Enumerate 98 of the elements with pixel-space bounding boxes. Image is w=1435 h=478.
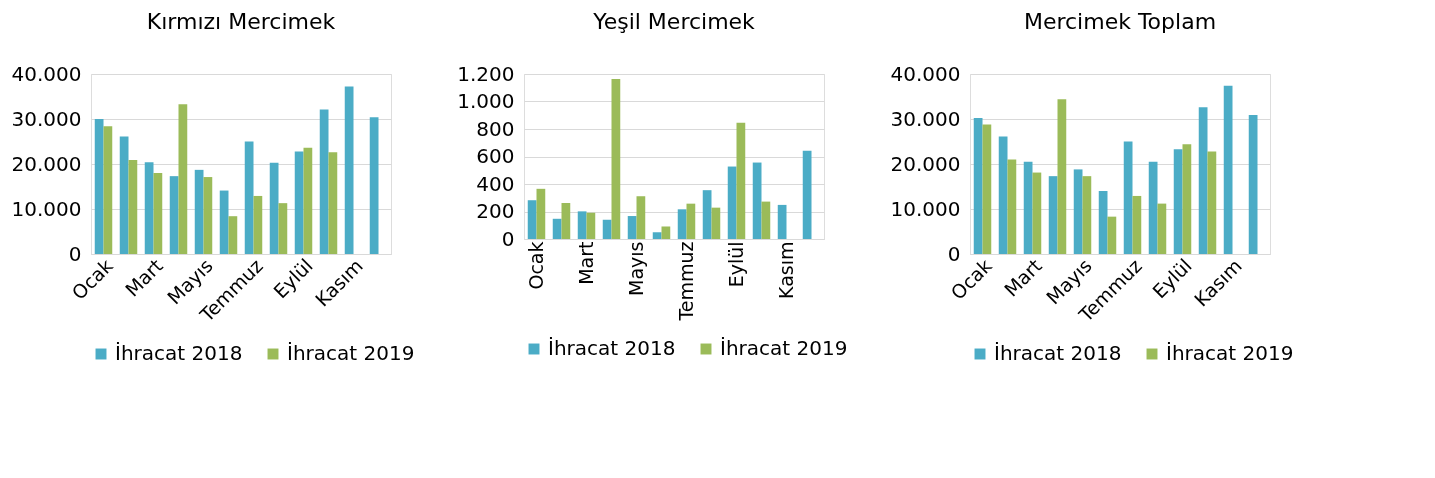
bar bbox=[561, 202, 571, 239]
bar bbox=[602, 219, 612, 239]
bar bbox=[1148, 161, 1158, 254]
bar bbox=[194, 169, 204, 254]
bar bbox=[727, 166, 737, 239]
y-tick-label: 20.000 bbox=[890, 151, 961, 176]
legend-label: İhracat 2019 bbox=[1166, 341, 1294, 365]
y-tick-label: 30.000 bbox=[11, 106, 82, 131]
y-tick-label: 30.000 bbox=[890, 106, 961, 131]
bar bbox=[319, 109, 329, 254]
y-tick-label: 0 bbox=[501, 226, 515, 251]
bar bbox=[1182, 144, 1192, 254]
bar bbox=[998, 136, 1008, 254]
bar bbox=[244, 141, 254, 254]
bar bbox=[303, 147, 313, 254]
y-tick-label: 800 bbox=[476, 116, 515, 141]
bar bbox=[153, 173, 163, 254]
y-tick-label: 20.000 bbox=[11, 151, 82, 176]
y-tick-label: 10.000 bbox=[890, 196, 961, 221]
bar bbox=[1107, 216, 1117, 254]
bar bbox=[1132, 195, 1142, 254]
bar bbox=[777, 204, 787, 239]
bar bbox=[128, 159, 138, 254]
bar bbox=[973, 118, 983, 254]
y-tick-label: 1.000 bbox=[457, 89, 515, 113]
bar bbox=[228, 216, 238, 254]
bar bbox=[178, 104, 188, 254]
bar bbox=[144, 162, 154, 254]
legend-label: İhracat 2018 bbox=[548, 336, 676, 360]
y-tick-label: 10.000 bbox=[11, 196, 82, 221]
y-tick-label: 400 bbox=[476, 171, 515, 196]
chart-title: Yeşil Mercimek bbox=[592, 9, 756, 34]
bar bbox=[536, 188, 546, 239]
bar bbox=[752, 162, 762, 239]
bar bbox=[702, 190, 712, 239]
bar bbox=[982, 124, 992, 254]
x-tick-label: Mart bbox=[574, 241, 597, 285]
y-tick-label: 200 bbox=[476, 199, 515, 223]
bar bbox=[1198, 107, 1208, 254]
bar bbox=[552, 218, 562, 239]
chart-title: Mercimek Toplam bbox=[1023, 9, 1217, 34]
chart-title: Kırmızı Mercimek bbox=[146, 9, 336, 34]
y-tick-label: 0 bbox=[947, 241, 961, 266]
bar bbox=[94, 119, 104, 254]
bar bbox=[294, 151, 304, 254]
bar bbox=[1023, 161, 1033, 254]
bar bbox=[577, 211, 587, 239]
bar bbox=[103, 126, 113, 254]
bar bbox=[686, 203, 696, 239]
bar bbox=[253, 195, 263, 254]
bar bbox=[586, 212, 596, 239]
bar bbox=[1248, 114, 1258, 254]
legend-label: İhracat 2018 bbox=[994, 341, 1122, 365]
bar bbox=[711, 207, 721, 239]
bar bbox=[636, 196, 646, 239]
y-tick-label: 40.000 bbox=[890, 61, 961, 86]
y-tick-label: 1.200 bbox=[457, 61, 515, 86]
bar bbox=[1057, 99, 1067, 254]
x-tick-label: Temmuz bbox=[674, 241, 697, 322]
bar bbox=[1032, 172, 1042, 254]
bar bbox=[1123, 141, 1133, 254]
x-tick-label: Ocak bbox=[524, 241, 547, 290]
bar bbox=[1173, 149, 1183, 254]
bar bbox=[527, 200, 537, 239]
bar bbox=[802, 150, 812, 239]
bar bbox=[677, 209, 687, 239]
bar bbox=[627, 216, 637, 239]
x-tick-label: Mayıs bbox=[624, 241, 647, 296]
bar bbox=[652, 232, 662, 239]
bar bbox=[278, 203, 288, 254]
bar bbox=[1073, 169, 1083, 254]
bar bbox=[1048, 176, 1058, 254]
y-tick-label: 0 bbox=[68, 241, 82, 266]
bar bbox=[169, 176, 179, 254]
bar bbox=[119, 136, 129, 254]
y-tick-label: 600 bbox=[476, 144, 515, 168]
legend-label: İhracat 2019 bbox=[720, 336, 848, 360]
y-tick-label: 40.000 bbox=[11, 61, 82, 86]
bar bbox=[1098, 191, 1108, 254]
bar bbox=[661, 226, 671, 239]
legend-label: İhracat 2018 bbox=[115, 341, 243, 365]
x-tick-label: Eylül bbox=[724, 241, 747, 288]
bar bbox=[1207, 151, 1217, 254]
bar bbox=[1007, 159, 1017, 254]
x-tick-label: Kasım bbox=[774, 241, 797, 299]
bar bbox=[369, 117, 379, 254]
bar bbox=[611, 78, 621, 239]
bar bbox=[1223, 85, 1233, 254]
bar bbox=[328, 152, 338, 254]
bar bbox=[219, 190, 229, 254]
bar bbox=[1082, 176, 1092, 254]
legend-label: İhracat 2019 bbox=[287, 341, 415, 365]
bar bbox=[269, 162, 279, 254]
bar bbox=[1157, 203, 1167, 254]
bar bbox=[736, 122, 746, 239]
bar bbox=[761, 201, 771, 239]
bar bbox=[203, 177, 213, 254]
bar bbox=[344, 86, 354, 254]
